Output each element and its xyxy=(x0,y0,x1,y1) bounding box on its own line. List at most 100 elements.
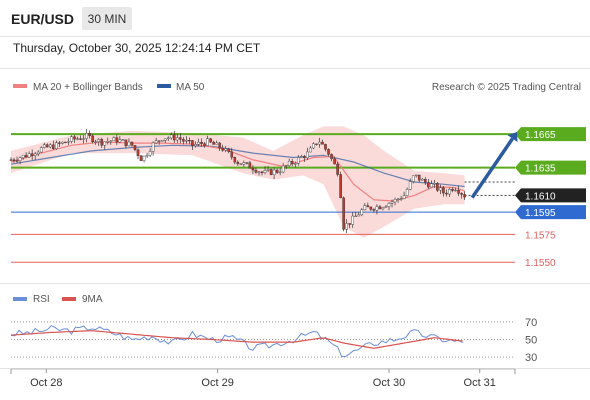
candle-body xyxy=(148,151,152,156)
candle-body xyxy=(345,223,348,230)
candle-body xyxy=(284,165,288,167)
candle-body xyxy=(303,156,306,159)
price-plot: 1.1665 1.1635 1.1595 1.1575 1.1550 1.1610 xyxy=(9,126,586,269)
candle-body xyxy=(278,171,282,173)
candle-body xyxy=(354,215,358,218)
rsi-legend-swatch xyxy=(13,297,27,301)
candle-body xyxy=(330,154,333,159)
candle-body xyxy=(100,139,104,146)
candle-body xyxy=(18,157,22,162)
candle-body xyxy=(357,214,361,217)
rsi-tick-label-30: 30 xyxy=(525,352,537,364)
candle-body xyxy=(263,170,267,173)
candle-body xyxy=(124,139,128,147)
candle-body xyxy=(67,141,70,143)
symbol-title: EUR/USD xyxy=(11,11,75,27)
candle-body xyxy=(351,215,355,225)
candle-body xyxy=(451,189,454,191)
candle-body xyxy=(82,138,85,140)
candle-body xyxy=(296,157,300,164)
candle-body xyxy=(103,141,107,146)
level-tag-1.1635 xyxy=(515,160,586,175)
current-price-label: 1.1610 xyxy=(525,191,556,202)
candle-body xyxy=(272,169,276,175)
ma20-legend-swatch xyxy=(13,84,27,88)
candle-body xyxy=(233,157,237,163)
candle-body xyxy=(94,141,97,143)
candle-body xyxy=(318,141,321,145)
credit-label: Research © 2025 Trading Central xyxy=(432,82,581,93)
candle-body xyxy=(176,137,179,141)
candle-body xyxy=(139,155,143,161)
x-tick-label: Oct 31 xyxy=(464,377,496,389)
candle-body xyxy=(372,209,376,211)
rsi-ma-legend-swatch xyxy=(62,297,76,301)
candle-body xyxy=(154,140,158,144)
candle-body xyxy=(24,154,28,158)
candle-body xyxy=(157,140,161,142)
candle-body xyxy=(215,142,218,145)
candle-body xyxy=(369,206,373,210)
candle-body xyxy=(61,141,64,144)
candle-body xyxy=(287,161,291,166)
candle-body xyxy=(91,135,94,143)
candle-body xyxy=(290,161,294,164)
candle-body xyxy=(9,159,13,161)
ma50-legend-swatch xyxy=(157,84,171,88)
candle-body xyxy=(336,163,339,175)
candle-body xyxy=(248,162,252,169)
candle-body xyxy=(88,133,91,137)
candle-body xyxy=(42,144,46,148)
candle-body xyxy=(378,206,382,210)
candle-body xyxy=(209,138,212,143)
bollinger-band xyxy=(11,126,465,238)
candle-body xyxy=(448,189,451,195)
candle-body xyxy=(76,138,79,140)
candle-body xyxy=(85,133,88,139)
candle-body xyxy=(39,147,43,153)
candle-body xyxy=(151,142,155,152)
candle-body xyxy=(260,171,264,173)
candle-body xyxy=(45,144,49,148)
candle-body xyxy=(439,187,442,191)
candle-body xyxy=(185,140,188,142)
candle-body xyxy=(163,138,167,141)
candle-body xyxy=(339,174,342,199)
candle-body xyxy=(309,147,312,153)
candle-body xyxy=(242,162,246,165)
candle-body xyxy=(411,175,415,182)
level-tag-1.1665 xyxy=(515,127,586,142)
candle-body xyxy=(58,142,61,144)
candle-body xyxy=(224,148,228,151)
candle-body xyxy=(408,181,412,190)
timeframe-button[interactable]: 30 MIN xyxy=(82,7,132,30)
candle-body xyxy=(360,209,364,216)
candle-body xyxy=(182,139,185,142)
candle-body xyxy=(402,195,406,199)
level-label-1.1595: 1.1595 xyxy=(525,208,556,219)
candle-body xyxy=(393,199,397,203)
candle-body xyxy=(315,143,318,145)
candle-body xyxy=(70,136,73,142)
candle-body xyxy=(127,141,131,147)
candle-body xyxy=(206,138,209,146)
candle-body xyxy=(363,205,367,211)
candle-body xyxy=(420,178,424,181)
candle-body xyxy=(136,149,140,156)
candle-body xyxy=(221,147,224,151)
candle-body xyxy=(200,142,203,144)
rsi-plot: 70 50 30 xyxy=(10,317,537,364)
rsi-line xyxy=(10,325,463,358)
candle-body xyxy=(115,137,119,143)
candle-body xyxy=(445,192,448,195)
candle-body xyxy=(230,151,234,158)
candle-body xyxy=(348,223,351,225)
rsi-ma-legend-label: 9MA xyxy=(82,294,103,305)
candle-body xyxy=(384,206,388,208)
level-label-1.1635: 1.1635 xyxy=(525,164,556,175)
candle-body xyxy=(172,134,176,141)
candle-body xyxy=(306,151,309,159)
level-label-1.1665: 1.1665 xyxy=(525,130,556,141)
candle-body xyxy=(109,140,113,142)
panel-divider xyxy=(0,283,590,284)
